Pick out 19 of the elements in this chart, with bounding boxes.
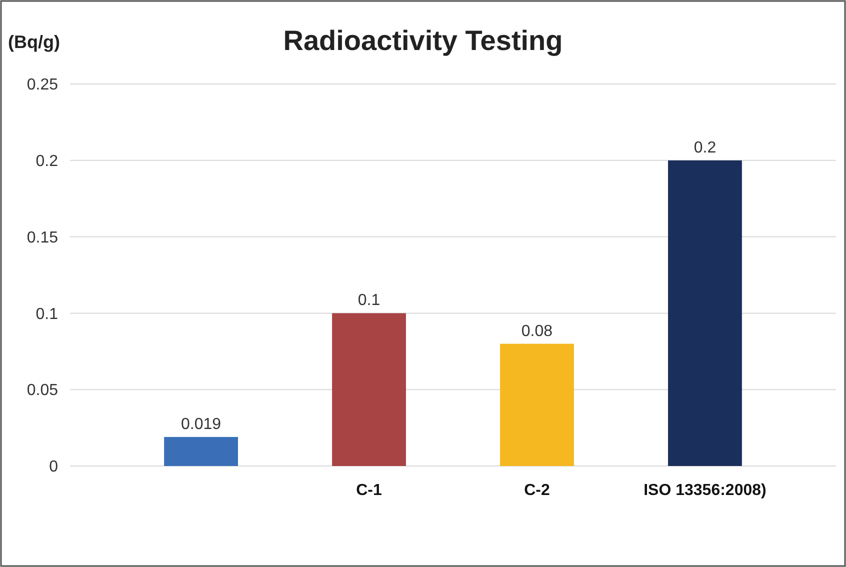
y-tick-label: 0.1 xyxy=(36,306,58,323)
x-tick-label: C-1 xyxy=(356,482,382,499)
x-tick-label: ISO 13356:2008) xyxy=(644,482,766,499)
y-axis-title: (Bq/g) xyxy=(8,32,60,52)
x-tick-label: C-2 xyxy=(524,482,550,499)
bar xyxy=(500,344,574,466)
data-label: 0.019 xyxy=(181,416,222,433)
bar xyxy=(164,436,238,466)
data-label: 0.08 xyxy=(521,322,553,340)
y-tick-label: 0.25 xyxy=(26,76,58,94)
data-label: 0.1 xyxy=(358,292,380,310)
y-tick-label: 0.2 xyxy=(36,153,58,170)
data-label: 0.2 xyxy=(694,139,716,156)
chart-title: Radioactivity Testing xyxy=(283,25,563,56)
y-tick-label: 0.05 xyxy=(26,382,58,400)
y-tick-label: 0 xyxy=(49,458,58,476)
bar xyxy=(332,313,406,466)
bar xyxy=(668,160,742,466)
y-tick-label: 0.15 xyxy=(26,229,58,246)
